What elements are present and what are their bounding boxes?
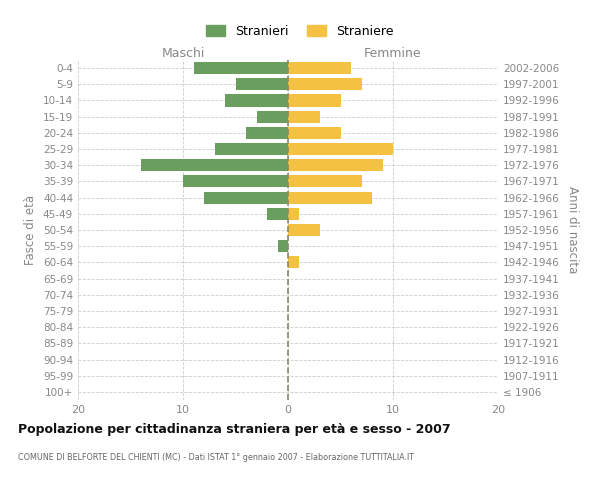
Bar [288,110,320,122]
Legend: Stranieri, Straniere: Stranieri, Straniere [203,21,397,42]
Bar [288,256,299,268]
Bar [288,208,299,220]
Bar [288,224,320,236]
Text: Femmine: Femmine [364,47,422,60]
Bar [288,176,361,188]
Bar [288,127,341,139]
Text: COMUNE DI BELFORTE DEL CHIENTI (MC) - Dati ISTAT 1° gennaio 2007 - Elaborazione : COMUNE DI BELFORTE DEL CHIENTI (MC) - Da… [18,452,414,462]
Bar [215,143,288,155]
Bar [235,78,288,90]
Bar [193,62,288,74]
Bar [288,192,372,203]
Bar [288,159,383,172]
Bar [288,78,361,90]
Bar [246,127,288,139]
Bar [288,62,351,74]
Y-axis label: Fasce di età: Fasce di età [25,195,37,265]
Bar [225,94,288,106]
Bar [204,192,288,203]
Text: Maschi: Maschi [161,47,205,60]
Bar [141,159,288,172]
Y-axis label: Anni di nascita: Anni di nascita [566,186,579,274]
Bar [288,143,393,155]
Bar [257,110,288,122]
Bar [288,94,341,106]
Bar [267,208,288,220]
Text: Popolazione per cittadinanza straniera per età e sesso - 2007: Popolazione per cittadinanza straniera p… [18,422,451,436]
Bar [183,176,288,188]
Bar [277,240,288,252]
